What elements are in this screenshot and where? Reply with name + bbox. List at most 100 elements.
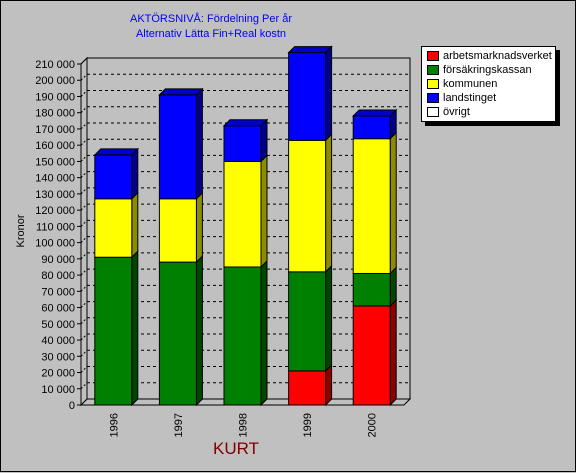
legend-item-forsakringskassan: försäkringskassan <box>427 64 532 77</box>
bar-top <box>93 148 140 156</box>
gridline-side <box>80 106 88 114</box>
bar-segment <box>352 272 391 307</box>
gridline-side <box>80 57 88 65</box>
bar-side <box>325 363 333 407</box>
legend-swatch <box>427 51 439 61</box>
bar-segment <box>94 256 133 406</box>
bar-segment <box>288 370 327 406</box>
legend-item-arbetsmarknadsverket: arbetsmarknadsverket <box>427 50 552 63</box>
bar-side <box>260 154 268 269</box>
y-tick-label: 40 000 <box>41 335 75 347</box>
bar-segment <box>352 305 391 406</box>
bar-side <box>195 191 203 264</box>
bar-top <box>351 109 398 117</box>
bar-top <box>222 119 269 127</box>
legend-label: arbetsmarknadsverket <box>443 50 552 62</box>
y-tick-label: 190 000 <box>35 91 75 103</box>
legend-label: försäkringskassan <box>443 64 532 76</box>
gridline-side <box>80 171 88 179</box>
gridline-side <box>80 203 88 211</box>
legend: arbetsmarknadsverket försäkringskassan k… <box>421 46 556 122</box>
bar-side <box>195 87 203 200</box>
gridline-side <box>80 382 88 390</box>
bar-side <box>389 298 397 407</box>
bar-segment <box>94 154 133 200</box>
bar-side <box>325 264 333 373</box>
bar-side <box>260 118 268 163</box>
y-tick-label: 130 000 <box>35 189 75 201</box>
y-tick-label: 140 000 <box>35 173 75 185</box>
y-tick-label: 10 000 <box>41 384 75 396</box>
y-tick-label: 60 000 <box>41 303 75 315</box>
bar-segment <box>158 261 197 406</box>
legend-item-landstinget: landstinget <box>427 92 496 105</box>
legend-swatch <box>427 93 439 103</box>
legend-swatch <box>427 107 439 117</box>
y-tick-label: 30 000 <box>41 351 75 363</box>
y-tick-label: 110 000 <box>36 221 75 233</box>
gridline-side <box>80 155 88 162</box>
bar-side <box>325 45 333 142</box>
bar-top <box>158 88 204 96</box>
bar-segment <box>223 266 262 406</box>
gridline-side <box>80 366 88 373</box>
y-tick-label: 160 000 <box>35 140 75 152</box>
chart-title: AKTÖRSNIVÅ: Fördelning Per år <box>129 13 292 25</box>
gridline-side <box>80 187 88 195</box>
y-tick-label: 90 000 <box>41 254 75 266</box>
bar-top <box>287 46 333 54</box>
bar-side <box>195 254 203 407</box>
y-tick-label: 120 000 <box>35 205 75 217</box>
legend-item-kommunen: kommunen <box>427 78 497 91</box>
bar-side <box>325 133 333 274</box>
y-tick-label: 100 000 <box>35 238 75 250</box>
legend-item-ovrigt: övrigt <box>427 106 470 119</box>
bar-side <box>389 131 397 275</box>
bar-side <box>131 250 139 407</box>
y-axis-label: Kronor <box>15 214 27 248</box>
bar-segment <box>352 138 391 274</box>
gridline-side <box>80 301 88 308</box>
bar-segment <box>288 271 327 372</box>
x-tick-label: 2000 <box>367 413 379 437</box>
bar-segment <box>288 139 327 273</box>
bar-side <box>131 147 139 200</box>
legend-swatch <box>427 65 439 75</box>
bar-segment <box>223 160 262 268</box>
y-tick-label: 150 000 <box>35 156 75 168</box>
chart-subtitle: Alternativ Lätta Fin+Real kostn <box>135 28 287 40</box>
x-tick-label: 1998 <box>238 413 250 437</box>
y-tick-label: 180 000 <box>35 108 75 120</box>
x-tick-label: 1996 <box>108 413 120 437</box>
gridline-side <box>80 349 88 357</box>
legend-label: övrigt <box>443 106 470 118</box>
gridline-side <box>80 236 88 243</box>
bar-segment <box>158 198 197 263</box>
bar-side <box>260 259 268 407</box>
x-tick-label: 1999 <box>302 413 314 437</box>
gridline-side <box>80 220 88 227</box>
gridline-side <box>80 333 88 341</box>
y-tick-label: 170 000 <box>35 124 75 136</box>
gridline-side <box>80 317 88 325</box>
y-tick-label: 20 000 <box>41 368 75 380</box>
bar-segment <box>94 198 133 258</box>
x-tick-label: 1997 <box>173 413 185 437</box>
gridline-side <box>80 73 88 81</box>
y-tick-label: 0 <box>69 400 75 412</box>
legend-swatch <box>427 79 439 89</box>
y-tick-label: 80 000 <box>41 270 75 282</box>
bar-segment <box>158 94 197 200</box>
bar-segment <box>288 52 327 141</box>
bar-segment <box>223 125 262 162</box>
legend-label: landstinget <box>443 92 497 104</box>
y-tick-label: 50 000 <box>41 319 75 331</box>
gridline-side <box>80 138 88 146</box>
y-tick-label: 70 000 <box>41 286 75 298</box>
gridline-side <box>80 284 88 292</box>
gridline-side <box>80 268 88 276</box>
bar-side <box>131 191 139 259</box>
gridline-side <box>80 252 88 260</box>
bar-segment <box>352 115 391 140</box>
